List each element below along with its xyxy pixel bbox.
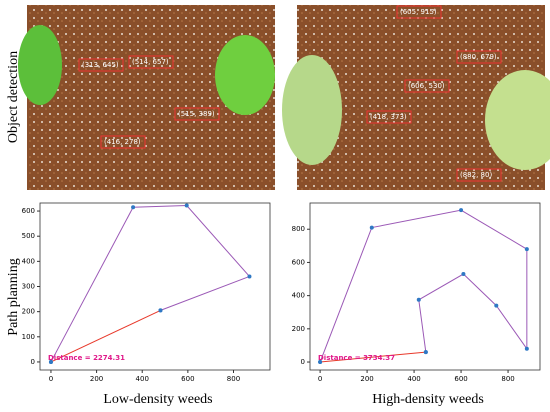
y-tick-label: 600 bbox=[292, 258, 305, 266]
waypoint bbox=[369, 225, 374, 230]
plant bbox=[18, 25, 62, 105]
detection-label: (605, 915) bbox=[400, 8, 437, 16]
x-tick-label: 0 bbox=[318, 375, 322, 383]
y-tick-label: 300 bbox=[22, 283, 35, 291]
detection-box bbox=[128, 55, 174, 69]
waypoint bbox=[461, 272, 466, 277]
photos bbox=[18, 5, 550, 190]
detection-label: (606, 530) bbox=[408, 82, 445, 90]
x-tick-label: 0 bbox=[49, 375, 53, 383]
y-tick-label: 100 bbox=[22, 333, 35, 341]
detection-label: (515, 389) bbox=[178, 110, 215, 118]
y-tick-label: 400 bbox=[292, 292, 305, 300]
y-tick-label: 0 bbox=[301, 358, 305, 366]
waypoint bbox=[459, 208, 464, 213]
detection-box bbox=[78, 58, 124, 72]
y-tick-label: 200 bbox=[292, 325, 305, 333]
waypoint bbox=[524, 247, 529, 252]
plant bbox=[282, 55, 342, 165]
x-tick-label: 600 bbox=[181, 375, 194, 383]
waypoint bbox=[423, 350, 428, 355]
waypoint bbox=[158, 308, 163, 313]
distance-annotation: Distance = 2274.31 bbox=[48, 354, 125, 362]
x-tick-label: 400 bbox=[407, 375, 420, 383]
x-tick-label: 200 bbox=[90, 375, 103, 383]
waypoint bbox=[48, 359, 53, 364]
waypoint bbox=[318, 360, 323, 365]
detection-box bbox=[396, 5, 442, 19]
path-line bbox=[319, 209, 528, 363]
detection-label: (880, 679) bbox=[460, 53, 497, 61]
y-tick-label: 400 bbox=[22, 257, 35, 265]
waypoint bbox=[524, 346, 529, 351]
detection-label: (416, 278) bbox=[104, 138, 141, 146]
waypoint bbox=[247, 274, 252, 279]
detection-label: (514, 657) bbox=[132, 58, 169, 66]
waypoint bbox=[131, 205, 136, 210]
detection-box bbox=[456, 50, 502, 64]
y-tick-label: 200 bbox=[22, 308, 35, 316]
x-tick-label: 800 bbox=[501, 375, 514, 383]
x-tick-label: 400 bbox=[136, 375, 149, 383]
detection-label: (418, 373) bbox=[370, 113, 407, 121]
plot-frame bbox=[39, 202, 271, 371]
path-line bbox=[50, 309, 161, 363]
y-tick-label: 800 bbox=[292, 225, 305, 233]
plant bbox=[485, 70, 550, 170]
path-line bbox=[320, 351, 426, 363]
detection-box bbox=[100, 135, 146, 149]
waypoint bbox=[494, 303, 499, 308]
column-label: Low-density weeds bbox=[103, 392, 212, 407]
row-label: Object detection bbox=[6, 51, 21, 143]
x-tick-label: 200 bbox=[360, 375, 373, 383]
distance-annotation: Distance = 3734.37 bbox=[318, 354, 395, 362]
detection-box bbox=[366, 110, 412, 124]
plant bbox=[215, 35, 275, 115]
detection-box bbox=[456, 168, 502, 182]
path-line bbox=[50, 205, 251, 363]
y-tick-label: 0 bbox=[31, 358, 35, 366]
waypoint bbox=[184, 203, 189, 208]
waypoint bbox=[416, 297, 421, 302]
plot-frame bbox=[309, 202, 541, 371]
y-tick-label: 500 bbox=[22, 232, 35, 240]
detection-box bbox=[404, 79, 450, 93]
y-tick-label: 600 bbox=[22, 207, 35, 215]
detection-label: (882, 80) bbox=[460, 171, 492, 179]
detection-box bbox=[174, 107, 220, 121]
detection-label: (313, 645) bbox=[82, 61, 119, 69]
x-tick-label: 600 bbox=[454, 375, 467, 383]
x-tick-label: 800 bbox=[227, 375, 240, 383]
column-label: High-density weeds bbox=[372, 392, 484, 407]
row-label: Path planning bbox=[6, 258, 21, 335]
